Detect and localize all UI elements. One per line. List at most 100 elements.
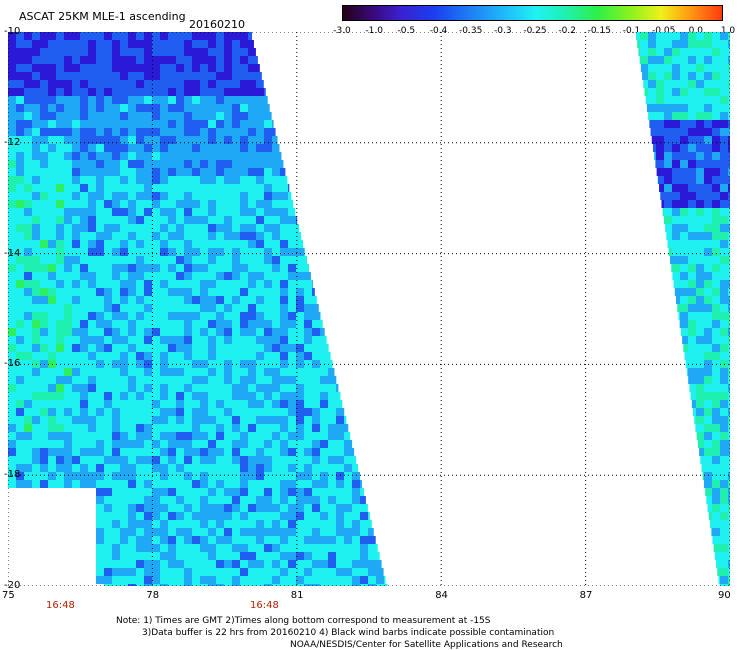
swath-cell xyxy=(32,64,40,72)
swath-cell xyxy=(248,232,256,240)
swath-cell xyxy=(128,184,136,192)
swath-cell xyxy=(712,280,720,288)
swath-cell xyxy=(280,320,288,328)
swath-cell xyxy=(168,296,176,304)
swath-cell xyxy=(168,272,176,280)
swath-cell xyxy=(184,288,192,296)
swath-cell xyxy=(248,64,256,72)
swath-cell xyxy=(288,544,296,552)
swath-cell xyxy=(280,504,288,512)
swath-cell xyxy=(240,472,248,480)
swath-cell xyxy=(208,248,216,256)
swath-cell xyxy=(64,264,72,272)
swath-cell xyxy=(200,328,208,336)
swath-cell xyxy=(688,288,696,296)
swath-cell xyxy=(152,432,160,440)
swath-cell xyxy=(728,336,730,344)
swath-cell xyxy=(200,584,208,586)
swath-cell xyxy=(104,176,112,184)
swath-cell xyxy=(672,216,680,224)
swath-cell xyxy=(248,168,256,176)
swath-cell xyxy=(336,552,344,560)
swath-cell xyxy=(72,440,80,448)
swath-cell xyxy=(208,392,216,400)
swath-cell xyxy=(728,144,730,152)
swath-cell xyxy=(104,168,112,176)
swath-cell xyxy=(160,400,168,408)
swath-cell xyxy=(336,520,344,528)
swath-cell xyxy=(88,272,96,280)
swath-cell xyxy=(64,408,72,416)
swath-cell xyxy=(32,416,40,424)
swath-cell xyxy=(176,224,184,232)
swath-cell xyxy=(96,288,104,296)
swath-cell xyxy=(24,448,32,456)
swath-cell xyxy=(56,192,64,200)
swath-cell xyxy=(200,48,208,56)
swath-cell xyxy=(704,392,712,400)
swath-cell xyxy=(672,96,680,104)
swath-cell xyxy=(216,168,224,176)
swath-cell xyxy=(264,96,268,104)
swath-cell xyxy=(48,184,56,192)
swath-cell xyxy=(56,104,64,112)
swath-cell xyxy=(216,80,224,88)
swath-cell xyxy=(256,88,264,96)
swath-cell xyxy=(16,336,24,344)
swath-cell xyxy=(304,272,311,280)
swath-cell xyxy=(728,96,730,104)
swath-cell xyxy=(184,240,192,248)
swath-cell xyxy=(160,536,168,544)
swath-cell xyxy=(88,184,96,192)
swath-cell xyxy=(352,496,360,504)
swath-cell xyxy=(704,56,712,64)
swath-cell xyxy=(56,272,64,280)
swath-cell xyxy=(720,480,728,488)
swath-cell xyxy=(672,176,680,184)
swath-cell xyxy=(64,184,72,192)
swath-cell xyxy=(328,416,336,424)
swath-cell xyxy=(288,256,296,264)
swath-cell xyxy=(216,352,224,360)
swath-cell xyxy=(224,544,232,552)
swath-cell xyxy=(240,352,248,360)
swath-cell xyxy=(40,320,48,328)
swath-cell xyxy=(184,488,192,496)
swath-cell xyxy=(72,464,80,472)
swath-cell xyxy=(96,440,104,448)
swath-cell xyxy=(32,240,40,248)
swath-cell xyxy=(88,480,96,488)
swath-cell xyxy=(160,528,168,536)
swath-cell xyxy=(696,176,704,184)
swath-cell xyxy=(176,184,184,192)
swath-cell xyxy=(72,96,80,104)
swath-cell xyxy=(160,128,168,136)
swath-cell xyxy=(696,128,704,136)
swath-cell xyxy=(691,400,700,408)
swath-cell xyxy=(688,256,696,264)
swath-cell xyxy=(344,496,352,504)
swath-cell xyxy=(104,256,112,264)
swath-cell xyxy=(144,208,152,216)
swath-cell xyxy=(288,232,296,240)
swath-cell xyxy=(112,448,120,456)
swath-cell xyxy=(168,408,176,416)
swath-cell xyxy=(320,312,321,320)
swath-cell xyxy=(88,304,96,312)
swath-cell xyxy=(272,520,280,528)
swath-cell xyxy=(216,504,224,512)
swath-cell xyxy=(160,304,168,312)
swath-cell xyxy=(280,352,288,360)
swath-cell xyxy=(80,368,88,376)
swath-cell xyxy=(80,280,88,288)
swath-cell xyxy=(48,288,56,296)
swath-cell xyxy=(672,32,680,40)
swath-cell xyxy=(40,248,48,256)
swath-cell xyxy=(72,344,80,352)
swath-cell xyxy=(112,320,120,328)
swath-cell xyxy=(208,56,216,64)
swath-cell xyxy=(248,392,256,400)
swath-cell xyxy=(144,72,152,80)
swath-cell xyxy=(96,520,104,528)
swath-cell xyxy=(208,128,216,136)
